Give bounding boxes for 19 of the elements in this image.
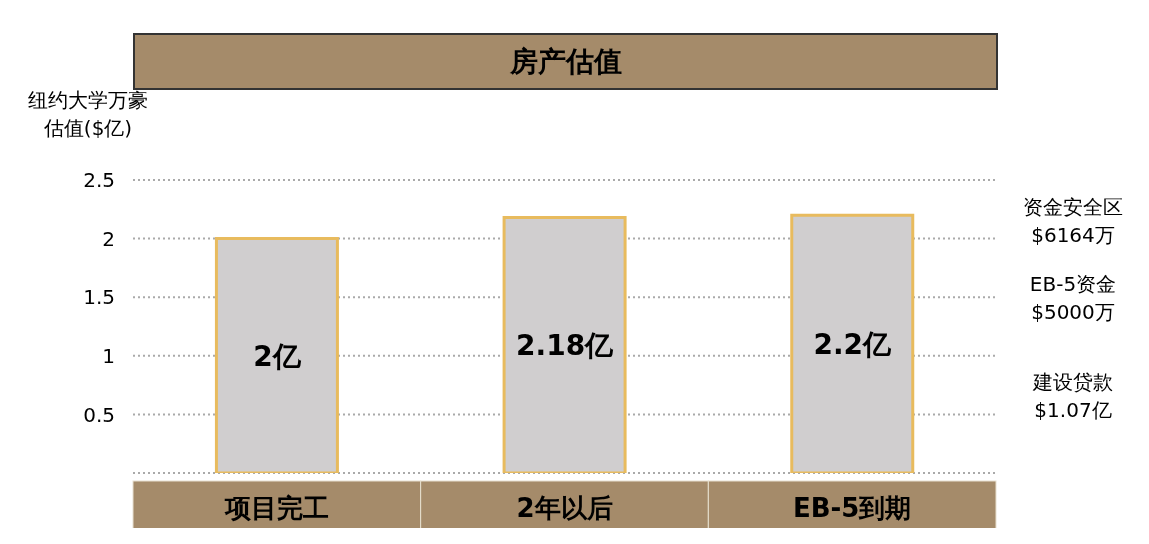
data-label: 2.2亿	[813, 328, 893, 362]
data-label: 2.18亿	[516, 329, 615, 363]
chart-title: 房产估值	[509, 44, 622, 78]
bar	[214, 237, 339, 473]
y-axis-title: 纽约大学万豪估值($亿)	[27, 87, 149, 142]
bar	[790, 213, 915, 473]
x-tick-label: EB-5到期	[792, 493, 912, 523]
y-tick-label: 1.5	[83, 285, 115, 310]
x-tick-label: 项目完工	[223, 493, 329, 523]
y-tick-label: 2	[102, 226, 115, 251]
data-label: 2亿	[253, 339, 302, 373]
text: 资金安全区 $6164万	[1022, 194, 1124, 249]
y-tick-label: 2.5	[83, 168, 115, 193]
text: EB-5资金 $5000万	[1028, 271, 1118, 326]
text: 建设贷款 $1.07亿	[1032, 369, 1114, 424]
bar	[502, 216, 627, 473]
x-tick-label: 2年以后	[516, 493, 613, 523]
y-tick-label: 1	[102, 343, 115, 368]
y-tick-label: 0.5	[83, 402, 115, 427]
